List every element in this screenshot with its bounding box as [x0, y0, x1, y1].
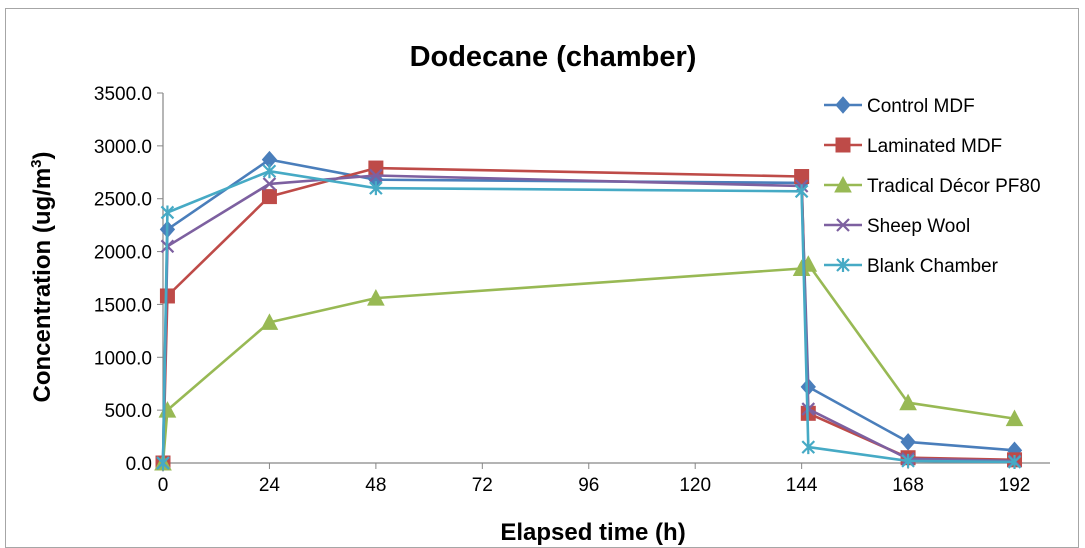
data-point: [262, 164, 277, 179]
series-line: [161, 166, 1015, 464]
series-2: [155, 160, 1023, 471]
y-tick-label: 1000.0: [94, 348, 152, 369]
data-point: [901, 453, 915, 468]
x-tick-label: 120: [679, 475, 711, 496]
legend: Control MDF Laminated MDF Tradical Décor P…: [824, 96, 1041, 277]
x-tick-label: 96: [578, 475, 599, 496]
y-tick-label: 0.0: [126, 454, 152, 475]
legend-label: Sheep Wool: [867, 216, 970, 237]
data-point: [156, 456, 170, 470]
series-line: [161, 262, 1015, 464]
legend-marker: [835, 137, 851, 153]
x-axis-title: Elapsed time (h): [500, 519, 685, 546]
y-axis-title-superscript: 3: [28, 160, 45, 168]
series-5: [156, 164, 1022, 470]
chart-title: Dodecane (chamber): [410, 41, 697, 73]
data-point: [900, 433, 916, 451]
series-1: [155, 150, 1023, 472]
x-tick-label: 72: [472, 475, 493, 496]
legend-marker: [836, 258, 850, 272]
data-point: [794, 184, 809, 199]
legend-item: Laminated MDF: [824, 136, 1002, 157]
legend-marker: [834, 175, 852, 193]
data-point: [369, 181, 383, 196]
y-tick-label: 1500.0: [94, 295, 152, 316]
legend-marker: [835, 96, 851, 114]
legend-label: Blank Chamber: [867, 256, 999, 277]
series-line: [161, 169, 1015, 464]
y-tick-label: 3500.0: [94, 84, 152, 105]
legend-marker: [836, 218, 850, 232]
y-axis-title-main: Concentration (ug/m: [29, 168, 56, 403]
x-tick-label: 0: [158, 475, 169, 496]
data-point: [368, 160, 384, 176]
series-line: [161, 158, 1015, 464]
data-point: [261, 189, 277, 205]
legend-item: Sheep Wool: [824, 216, 970, 237]
chart-frame: [5, 8, 1079, 548]
data-point: [794, 169, 810, 185]
legend-label: Laminated MDF: [867, 136, 1002, 157]
data-point: [262, 177, 277, 191]
data-point: [367, 289, 385, 306]
x-tick-label: 192: [999, 475, 1031, 496]
series-layer: [154, 150, 1024, 472]
legend-item: Blank Chamber: [824, 256, 999, 277]
legend-label: Tradical Décor PF80: [867, 176, 1041, 197]
legend-label: Control MDF: [867, 96, 975, 117]
data-point: [160, 205, 175, 220]
legend-item: Tradical Décor PF80: [824, 175, 1041, 197]
data-point: [801, 440, 816, 455]
x-tick-label: 144: [786, 475, 818, 496]
y-tick-label: 2500.0: [94, 190, 152, 211]
y-axis-title-close: ): [29, 152, 56, 160]
data-point: [1005, 409, 1024, 427]
legend-item: Control MDF: [824, 96, 975, 117]
data-point: [369, 168, 383, 183]
series-3: [154, 255, 1024, 471]
x-tick-label: 48: [365, 475, 386, 496]
x-tick-label: 168: [892, 475, 924, 496]
y-axis-title: Concentration (ug/m3): [28, 152, 56, 403]
y-axis: 0.0 500.0 1000.0 1500.0 2000.0 2500.0 3000.0 35…: [94, 84, 164, 475]
x-tick-label: 24: [259, 475, 281, 496]
x-axis: 0 24 48 72 96 120 144 168 192: [158, 462, 1050, 496]
data-point: [1007, 454, 1022, 469]
y-tick-label: 500.0: [104, 401, 152, 422]
data-point: [899, 393, 917, 411]
y-tick-label: 2000.0: [94, 243, 152, 264]
y-tick-label: 3000.0: [94, 137, 152, 158]
data-point: [260, 313, 279, 330]
series-line: [161, 174, 1015, 464]
